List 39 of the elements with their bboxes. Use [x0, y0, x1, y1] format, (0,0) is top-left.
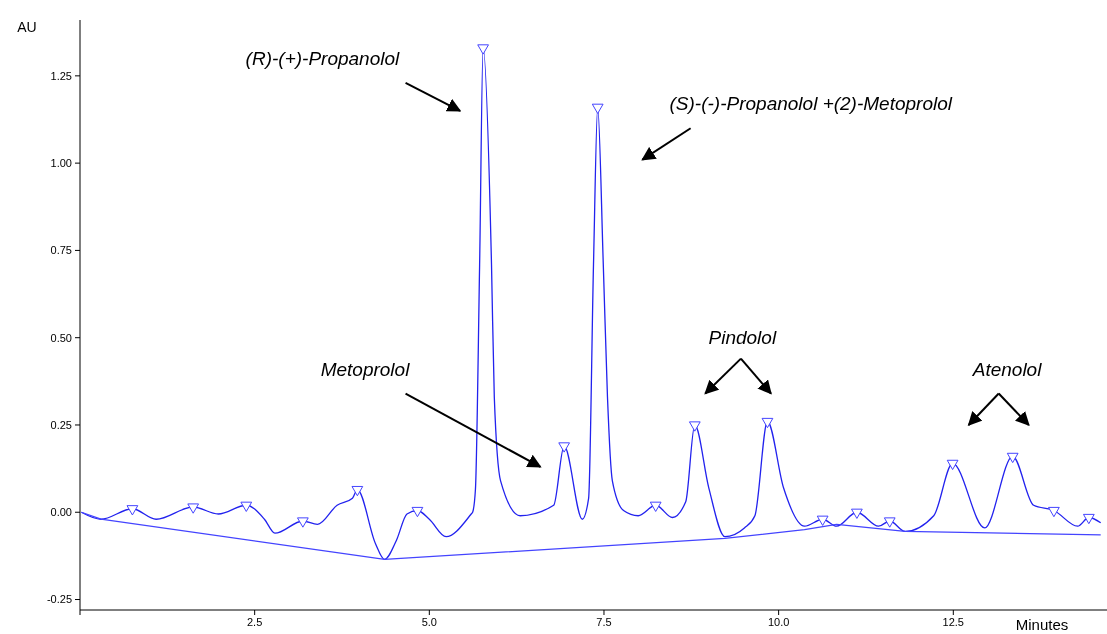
point	[187, 503, 200, 514]
point	[240, 501, 253, 512]
x-axis-title: Minutes	[1015, 616, 1069, 633]
point	[1048, 506, 1060, 518]
point	[649, 501, 662, 512]
annotation: (S)-(-)-Propanolol +(2)-Metoprolol	[669, 93, 953, 115]
y-tick-label: 1.00	[50, 156, 72, 169]
x-tick-label: 10.0	[767, 616, 790, 628]
y-tick-label: 0.50	[50, 331, 72, 344]
annotation: Pindolol	[708, 327, 777, 349]
point	[688, 421, 701, 432]
point	[296, 517, 309, 528]
y-axis-title: AU	[17, 19, 37, 35]
annotation: (R)-(+)-Propanolol	[245, 48, 401, 70]
point	[591, 103, 604, 114]
point	[1082, 513, 1095, 525]
y-tick-label: 0.00	[50, 506, 72, 519]
point	[477, 44, 489, 55]
point	[1006, 452, 1019, 464]
point	[411, 506, 424, 518]
point	[883, 517, 896, 528]
annotation: Metoprolol	[320, 358, 411, 380]
line-series	[80, 511, 1102, 561]
point	[816, 515, 829, 526]
y-tick-label: -0.25	[46, 593, 72, 606]
y-tick-label: 0.25	[50, 418, 72, 431]
point	[946, 459, 959, 471]
point	[761, 417, 774, 429]
point	[351, 485, 364, 497]
x-tick-label: 12.5	[942, 616, 965, 628]
x-tick-label: 5.0	[421, 616, 437, 628]
point	[851, 508, 863, 519]
y-tick-label: 1.25	[50, 69, 72, 82]
annotation: Atenolol	[971, 358, 1043, 380]
y-tick-label: 0.75	[50, 244, 72, 257]
point	[558, 442, 571, 453]
x-tick-label: 2.5	[247, 616, 263, 628]
x-tick-label: 7.5	[596, 616, 612, 628]
point	[126, 505, 139, 516]
